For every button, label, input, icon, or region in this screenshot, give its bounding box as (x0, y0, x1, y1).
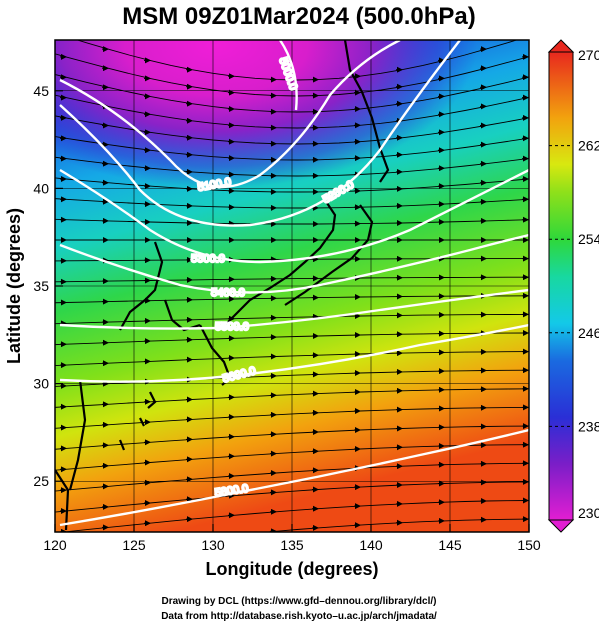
streamline (55, 313, 529, 325)
colorbar-tick-label: 254 (578, 231, 599, 247)
streamline (59, 500, 529, 532)
streamline (55, 462, 529, 492)
height-contour (59, 428, 529, 527)
height-contour (279, 40, 298, 111)
streamline (55, 136, 529, 161)
contour-label: 5300.0 (191, 253, 225, 265)
footer-data-source: Data from http://database.rish.kyoto–u.a… (161, 611, 437, 622)
contour-label: 5500.0 (215, 321, 249, 333)
chart-title: MSM 09Z01Mar2024 (500.0hPa) (122, 3, 476, 30)
height-contour (59, 233, 529, 294)
colorbar: 230 238 246 254 262 270 (547, 39, 599, 533)
y-tick-label: 40 (33, 180, 49, 196)
x-tick-label: 130 (201, 537, 225, 553)
colorbar-body (548, 51, 574, 521)
colorbar-tick-label: 270 (578, 47, 599, 63)
y-tick-label: 35 (33, 278, 49, 294)
colorbar-max-triangle (547, 39, 575, 53)
colorbar-tick-label: 246 (578, 325, 599, 341)
x-tick-label: 135 (280, 537, 304, 553)
height-contour (59, 323, 529, 383)
x-tick-label: 120 (43, 537, 67, 553)
y-axis: 25 30 35 40 45 (33, 83, 63, 489)
streamline (55, 406, 529, 429)
height-contour (59, 40, 461, 227)
y-axis-label: Latitude (degrees) (4, 208, 24, 364)
y-tick-label: 25 (33, 473, 49, 489)
streamline (55, 481, 529, 513)
colorbar-min-triangle (547, 519, 575, 533)
height-contour (59, 288, 529, 330)
contour-label: 5400.0 (211, 287, 245, 299)
streamline (75, 40, 519, 81)
colorbar-tick-label: 238 (578, 418, 599, 434)
streamline (55, 388, 529, 408)
x-axis: 120 125 130 135 140 145 150 (43, 524, 541, 553)
y-tick-label: 30 (33, 376, 49, 392)
streamline (55, 425, 529, 450)
streamline (55, 276, 529, 283)
colorbar-ticks: 230 238 246 254 262 270 (549, 47, 599, 521)
x-tick-label: 125 (122, 537, 146, 553)
streamline (55, 156, 529, 177)
x-axis-label: Longitude (degrees) (205, 559, 378, 579)
x-tick-label: 145 (438, 537, 462, 553)
streamline (55, 74, 529, 113)
height-contour (59, 168, 529, 264)
x-tick-label: 150 (517, 537, 541, 553)
colorbar-tick-label: 230 (578, 505, 599, 521)
colorbar-tick-label: 262 (578, 138, 599, 154)
height-contour (59, 40, 401, 189)
streamline (55, 115, 529, 145)
footer-drawing-credit: Drawing by DCL (https://www.gfd–dennou.o… (161, 596, 436, 607)
streamline (55, 94, 529, 129)
streamline (55, 218, 529, 225)
x-tick-label: 140 (359, 537, 383, 553)
streamline (55, 177, 529, 193)
contour-label: 5800.0 (214, 483, 249, 500)
y-tick-label: 45 (33, 83, 49, 99)
streamline (55, 332, 529, 346)
streamline (55, 351, 529, 367)
grid (55, 40, 529, 532)
streamline (262, 518, 529, 532)
